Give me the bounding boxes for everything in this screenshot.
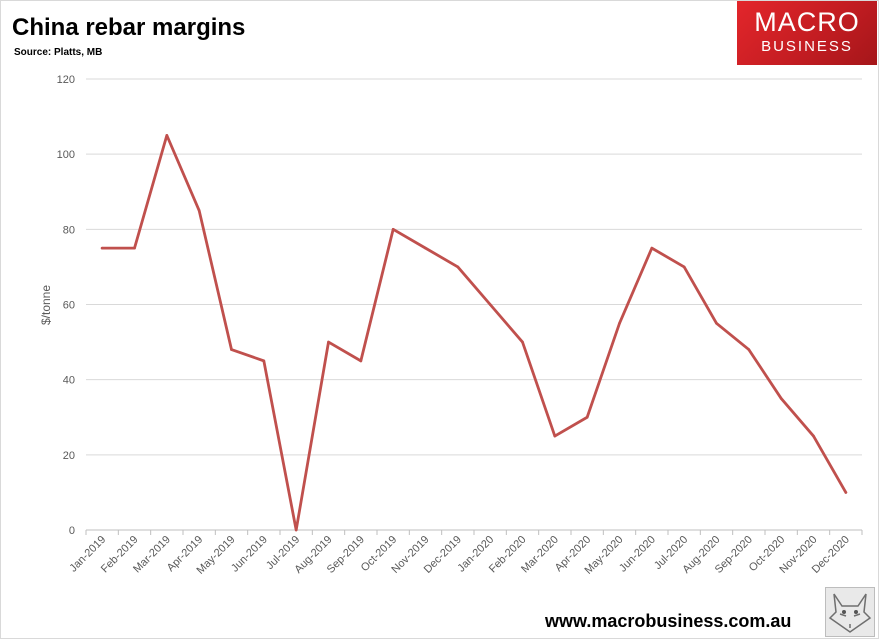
- data-point: [812, 434, 815, 438]
- y-tick-label: 20: [63, 450, 75, 462]
- data-point: [715, 321, 718, 325]
- chart-source: Source: Platts, MB: [14, 47, 103, 58]
- fox-icon: [825, 587, 875, 637]
- y-axis-label: $/tonne: [39, 285, 53, 325]
- x-axis-ticks: Jan-2019Feb-2019Mar-2019Apr-2019May-2019…: [67, 534, 852, 577]
- data-point: [197, 209, 201, 212]
- y-tick-label: 60: [63, 300, 75, 312]
- data-point: [327, 340, 330, 344]
- data-point: [262, 359, 266, 363]
- chart-title: China rebar margins: [12, 14, 246, 41]
- data-point: [391, 228, 395, 231]
- data-point: [165, 134, 169, 137]
- data-point: [747, 348, 751, 351]
- data-point: [424, 246, 427, 250]
- y-tick-label: 40: [63, 375, 75, 387]
- y-axis-ticks: 0 20 40 60 80 100 120: [57, 74, 75, 537]
- y-tick-label: 120: [57, 74, 75, 86]
- gridlines: [86, 78, 862, 456]
- logo-line-business: BUSINESS: [761, 38, 853, 55]
- y-tick-label: 0: [69, 525, 75, 537]
- data-point: [359, 359, 363, 363]
- data-point: [100, 246, 104, 250]
- footer-url: www.macrobusiness.com.au: [545, 611, 792, 631]
- data-point: [553, 434, 557, 438]
- y-tick-label: 80: [63, 224, 75, 236]
- data-point: [230, 348, 233, 351]
- series-layer: [100, 133, 848, 532]
- macrobusiness-logo: MACRO BUSINESS: [737, 1, 877, 65]
- series-line: [100, 133, 848, 532]
- y-tick-label: 100: [57, 149, 75, 161]
- data-point: [133, 246, 136, 250]
- data-point: [585, 415, 589, 419]
- data-point: [682, 265, 686, 269]
- data-point: [844, 491, 848, 494]
- x-axis: [85, 529, 863, 535]
- data-point: [618, 321, 621, 325]
- data-point: [779, 397, 783, 400]
- data-point: [650, 246, 654, 250]
- data-point: [488, 303, 492, 306]
- data-point: [521, 340, 524, 344]
- data-point: [294, 528, 298, 532]
- data-point: [456, 265, 460, 269]
- logo-line-macro: MACRO: [754, 7, 860, 37]
